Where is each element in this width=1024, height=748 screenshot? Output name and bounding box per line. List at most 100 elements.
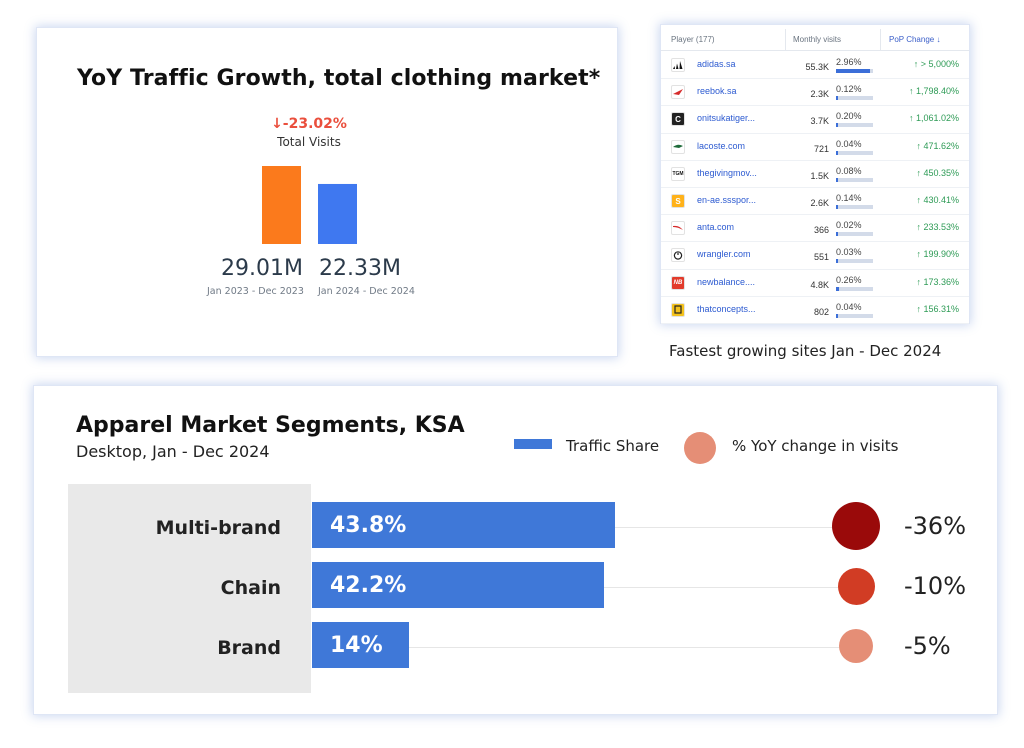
- header-player[interactable]: Player (177): [671, 35, 715, 44]
- thatconcept-logo-icon: [671, 302, 685, 317]
- share-bar-track: [836, 123, 873, 128]
- yoy-card-title: YoY Traffic Growth, total clothing marke…: [77, 66, 601, 91]
- reebok-logo-icon: [671, 85, 685, 100]
- share-bar-fill: [836, 313, 838, 318]
- traffic-share: 0.20%: [836, 111, 862, 122]
- fastest-growing-table: Player (177) Monthly visits PoP Change ↓…: [660, 24, 970, 324]
- adidas-logo-icon: [671, 58, 685, 72]
- total-visits-label: Total Visits: [277, 135, 341, 149]
- category-label-panel: [68, 484, 311, 693]
- site-link[interactable]: thegivingmov...: [697, 167, 757, 178]
- monthly-visits: 1.5K: [810, 170, 829, 181]
- yoy-bar-1: [318, 183, 357, 244]
- yoy-change-value: -10%: [904, 572, 967, 600]
- pop-change: ↑ 430.41%: [916, 195, 959, 205]
- table-row[interactable]: wrangler.com 551 0.03% ↑ 199.90%: [661, 242, 969, 270]
- traffic-share: 0.03%: [836, 247, 862, 258]
- site-link[interactable]: en-ae.ssspor...: [697, 195, 757, 205]
- traffic-share: 2.96%: [836, 57, 862, 67]
- pop-change: ↑ > 5,000%: [913, 59, 959, 69]
- site-link[interactable]: wrangler.com: [697, 249, 751, 260]
- share-bar-fill: [836, 232, 838, 237]
- lacoste-logo-icon: [671, 139, 685, 154]
- traffic-share: 0.14%: [836, 193, 862, 203]
- wrangler-power-icon: [671, 248, 685, 263]
- total-visits-change: ↓-23.02%: [271, 116, 347, 132]
- monthly-visits: 366: [813, 225, 829, 236]
- traffic-share-bar: 42.2%: [312, 562, 604, 608]
- site-link[interactable]: onitsukatiger...: [697, 113, 756, 124]
- traffic-share: 0.04%: [836, 301, 862, 312]
- segment-label-brand: Brand: [217, 637, 281, 659]
- pop-change: ↑ 199.90%: [916, 249, 959, 260]
- share-bar-track: [836, 150, 873, 155]
- monthly-visits: 721: [813, 143, 829, 154]
- share-bar-fill: [836, 69, 871, 73]
- traffic-share: 0.26%: [836, 274, 862, 285]
- table-row[interactable]: TGM thegivingmov... 1.5K 0.08% ↑ 450.35%: [661, 161, 969, 188]
- site-link[interactable]: thatconcepts...: [697, 303, 756, 314]
- traffic-share-value: 42.2%: [330, 573, 407, 598]
- share-bar-track: [836, 96, 873, 101]
- share-bar-fill: [836, 177, 838, 182]
- share-bar-fill: [836, 150, 838, 155]
- monthly-visits: 3.7K: [810, 116, 829, 127]
- traffic-share: 0.08%: [836, 165, 862, 176]
- yoy-change-dot: [839, 629, 873, 663]
- yoy-change-value: -36%: [904, 512, 967, 540]
- share-bar-track: [836, 286, 873, 291]
- pop-change: ↑ 471.62%: [916, 140, 959, 151]
- share-bar-fill: [836, 123, 839, 128]
- traffic-share: 0.04%: [836, 138, 862, 149]
- monthly-visits: 55.3K: [805, 62, 829, 72]
- yoy-period-label-2023: Jan 2023 - Dec 2023: [207, 286, 304, 297]
- header-divider: [785, 29, 786, 51]
- pop-change: ↑ 450.35%: [916, 167, 959, 178]
- table-row[interactable]: reebok.sa 2.3K 0.12% ↑ 1,798.40%: [661, 79, 969, 107]
- segment-track: [312, 647, 852, 648]
- onitsuka-logo-icon: C: [671, 112, 685, 127]
- table-row[interactable]: lacoste.com 721 0.04% ↑ 471.62%: [661, 134, 969, 161]
- anta-logo-icon: [671, 221, 685, 236]
- header-monthly-visits[interactable]: Monthly visits: [793, 35, 842, 44]
- yoy-value-label-2024: 22.33M: [319, 256, 401, 281]
- table-row[interactable]: thatconcepts... 802 0.04% ↑ 156.31%: [661, 297, 969, 324]
- segment-label-multi-brand: Multi-brand: [155, 517, 281, 539]
- monthly-visits: 4.8K: [810, 279, 829, 290]
- table-row[interactable]: NB newbalance.... 4.8K 0.26% ↑ 173.36%: [661, 270, 969, 297]
- share-bar-track: [836, 69, 873, 73]
- traffic-share-value: 43.8%: [330, 513, 407, 538]
- table-row[interactable]: adidas.sa 55.3K 2.96% ↑ > 5,000%: [661, 52, 969, 80]
- sss-logo-icon: S: [671, 194, 685, 208]
- share-bar-track: [836, 205, 873, 209]
- site-link[interactable]: reebok.sa: [697, 86, 737, 97]
- legend-yoy-change: % YoY change in visits: [732, 437, 899, 455]
- monthly-visits: 2.3K: [810, 89, 829, 100]
- traffic-share: 0.12%: [836, 84, 862, 95]
- traffic-share-bar: 43.8%: [312, 502, 615, 548]
- traffic-share: 0.02%: [836, 220, 862, 231]
- share-bar-fill: [836, 205, 838, 209]
- monthly-visits: 802: [813, 306, 829, 317]
- site-link[interactable]: anta.com: [697, 222, 735, 233]
- yoy-value-label-2023: 29.01M: [221, 256, 303, 281]
- traffic-share-value: 14%: [330, 633, 383, 658]
- site-link[interactable]: adidas.sa: [697, 59, 736, 69]
- header-pop-change[interactable]: PoP Change ↓: [889, 35, 941, 44]
- yoy-change-dot: [832, 502, 880, 550]
- givingmovement-logo-icon: TGM: [671, 166, 685, 181]
- pop-change: ↑ 173.36%: [916, 276, 959, 287]
- share-bar-track: [836, 177, 873, 182]
- share-bar-track: [836, 259, 873, 264]
- site-link[interactable]: newbalance....: [697, 276, 756, 287]
- table-caption: Fastest growing sites Jan - Dec 2024: [669, 342, 942, 360]
- table-row[interactable]: anta.com 366 0.02% ↑ 233.53%: [661, 215, 969, 243]
- segments-title: Apparel Market Segments, KSA: [76, 413, 465, 438]
- yoy-bar-0: [262, 166, 301, 244]
- yoy-change-value: -5%: [904, 632, 951, 660]
- yoy-change-dot: [837, 567, 875, 605]
- site-link[interactable]: lacoste.com: [697, 140, 746, 151]
- share-bar-fill: [836, 96, 838, 101]
